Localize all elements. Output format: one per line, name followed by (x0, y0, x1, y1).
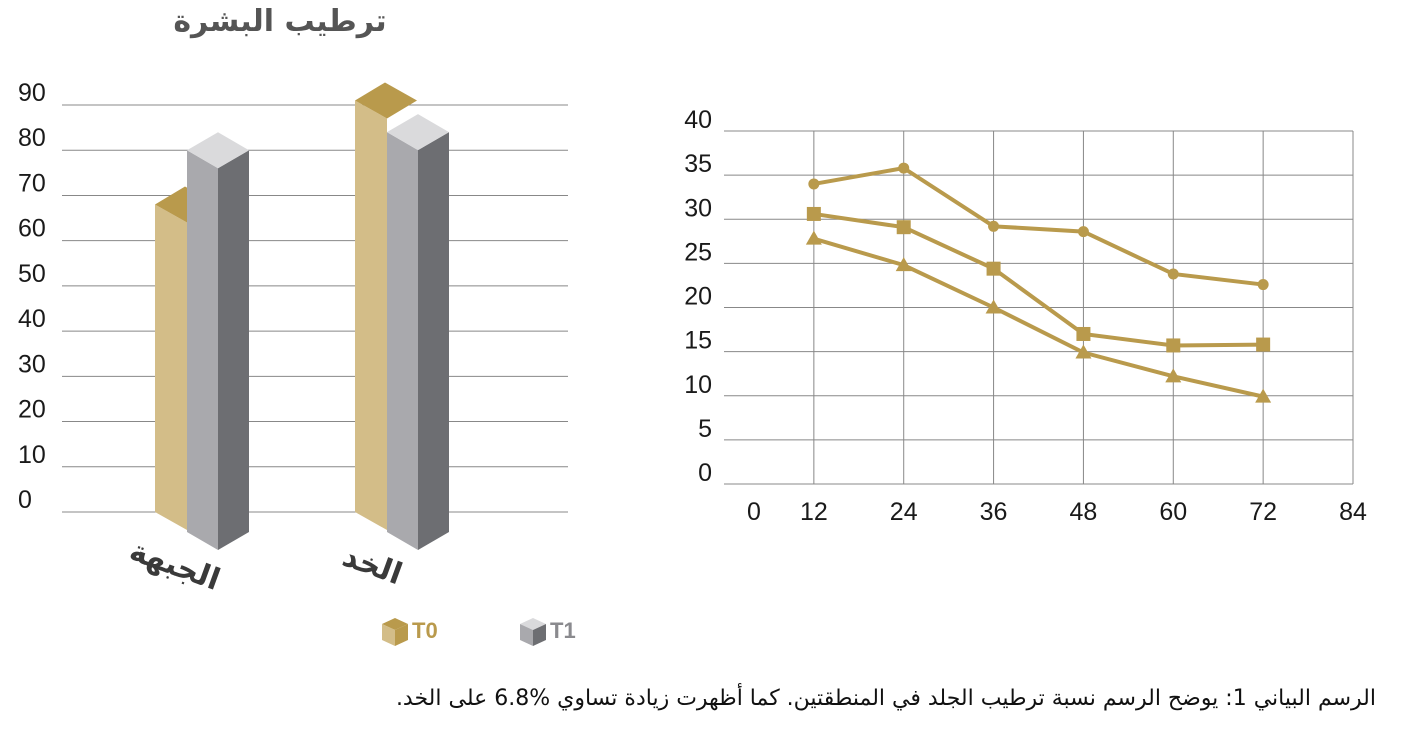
point-triangle (805, 230, 822, 245)
point-square (986, 261, 1001, 276)
bar-y-tick: 0 (18, 486, 32, 514)
bar-y-tick: 10 (18, 441, 46, 469)
bar-t0-front (355, 100, 387, 530)
legend-t1-label: T1 (550, 618, 576, 643)
point-triangle (1255, 388, 1272, 403)
line-y-tick: 35 (684, 150, 712, 178)
line-x-tick: 72 (1249, 498, 1277, 526)
point-circle (808, 178, 820, 190)
bar-t1-side (218, 150, 249, 550)
line-y-tick: 15 (684, 327, 712, 355)
point-circle (988, 220, 1000, 232)
point-circle (1257, 279, 1269, 291)
line-x-tick: 24 (890, 498, 918, 526)
bar-t0-front (155, 204, 187, 530)
figure-caption: الرسم البياني 1: يوضح الرسم نسبة ترطيب ا… (395, 686, 1376, 711)
line-x-tick: 12 (800, 498, 828, 526)
bar-y-tick: 50 (18, 260, 46, 288)
line-y-tick: 10 (684, 371, 712, 399)
bar-y-tick: 40 (18, 305, 46, 333)
line-y-tick: 25 (684, 238, 712, 266)
bar-y-tick: 80 (18, 124, 46, 152)
point-circle (898, 162, 910, 174)
bar-chart-title: ترطيب البشرة (173, 4, 387, 39)
bar-y-tick: 70 (18, 169, 46, 197)
t0-cube-icon (382, 618, 408, 646)
bar-t1-side (418, 132, 449, 550)
line-y-tick: 0 (698, 459, 712, 487)
point-square (1166, 338, 1181, 353)
point-triangle (1165, 368, 1182, 383)
line-x-tick: 60 (1159, 498, 1187, 526)
point-square (1076, 326, 1091, 341)
bar-t1-top (187, 132, 249, 169)
line-x-tick: 48 (1070, 498, 1098, 526)
bar-t1-top (387, 114, 449, 151)
bar-t1-front (187, 150, 218, 550)
point-triangle (895, 257, 912, 272)
legend-t0: T0 (380, 615, 438, 647)
t1-cube-icon (520, 618, 546, 646)
line-series-square (813, 211, 1264, 348)
point-square (896, 220, 911, 235)
bar-y-tick: 90 (18, 79, 46, 107)
point-circle (1167, 268, 1179, 280)
legend-t1: T1 (518, 615, 576, 647)
line-x-tick: 84 (1339, 498, 1367, 526)
point-square (806, 206, 821, 221)
point-triangle (985, 299, 1002, 314)
line-y-tick: 30 (684, 194, 712, 222)
line-y-tick: 20 (684, 283, 712, 311)
line-series-triangle (813, 236, 1264, 399)
point-triangle (1075, 344, 1092, 359)
line-x-tick: 36 (980, 498, 1008, 526)
bar-y-tick: 60 (18, 215, 46, 243)
line-x-tick: 0 (747, 498, 761, 526)
bar-t1-front (387, 132, 418, 550)
line-y-tick: 40 (684, 106, 712, 134)
bar-y-tick: 20 (18, 396, 46, 424)
bar-y-tick: 30 (18, 350, 46, 378)
bar-t0-top (355, 82, 417, 119)
legend-t0-label: T0 (412, 618, 438, 643)
bar-chart: 0 10 20 30 40 50 60 70 80 90 (18, 79, 568, 550)
line-y-tick: 5 (698, 415, 712, 443)
line-series-circle (813, 165, 1264, 287)
point-circle (1077, 226, 1089, 238)
point-square (1256, 337, 1271, 352)
